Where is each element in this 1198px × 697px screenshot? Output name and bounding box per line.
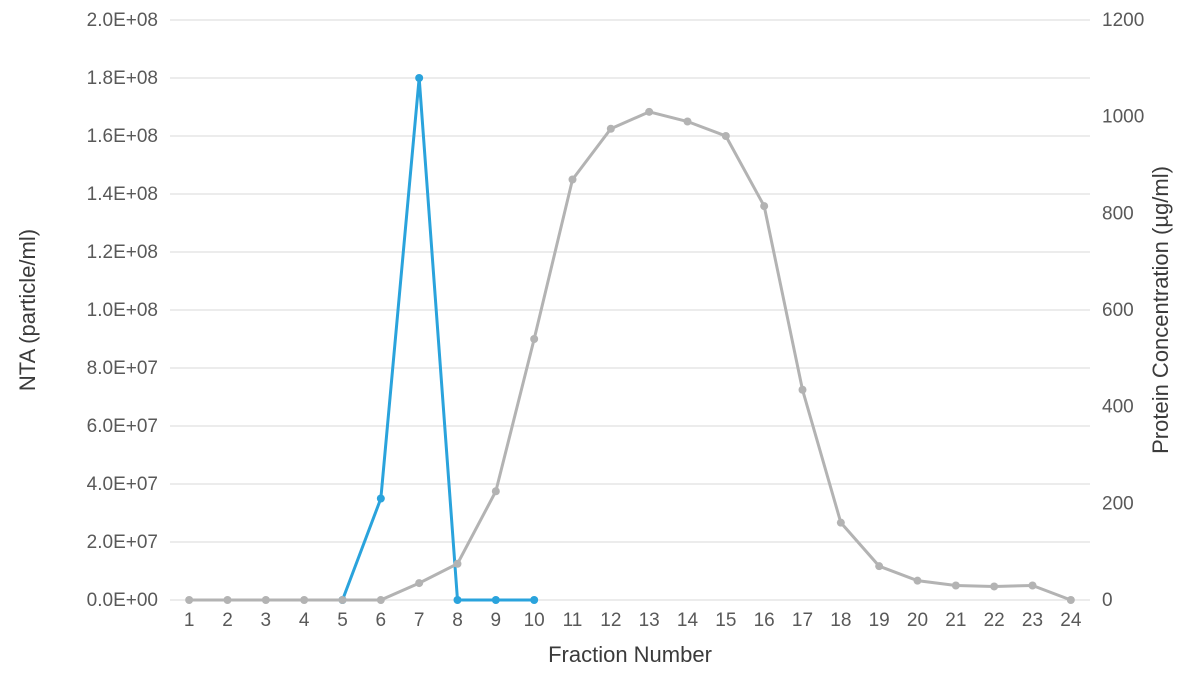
series-protein-marker [377,596,385,604]
series-nta-marker [492,596,500,604]
series-protein-marker [837,519,845,527]
x-tick-label: 3 [261,610,272,631]
chart-svg: 0.0E+00 2.0E+07 4.0E+07 6.0E+07 8.0E+07 1.0E+… [0,0,1198,697]
series-protein-marker [454,560,462,568]
x-tick-label: 13 [639,610,660,631]
x-tick-label: 9 [491,610,502,631]
y-left-tick-label: 8.0E+07 [87,358,158,379]
series-protein-marker [1029,582,1037,590]
x-tick-label: 1 [184,610,195,631]
series-protein-marker [530,335,538,343]
series-protein-marker [185,596,193,604]
series-protein-marker [492,487,500,495]
y-right-tick-label: 1000 [1102,107,1144,128]
x-tick-label: 10 [524,610,545,631]
x-tick-label: 8 [452,610,463,631]
x-tick-label: 11 [563,610,583,631]
x-tick-label: 14 [677,610,699,631]
series-nta-marker [415,74,423,82]
series-protein-marker [684,118,692,126]
x-tick-label: 12 [600,610,621,631]
series-nta-marker [530,596,538,604]
x-tick-label: 20 [907,610,928,631]
y-left-tick-label: 1.8E+08 [87,68,158,89]
y-left-axis-label: NTA (particle/ml) [15,229,40,391]
y-left-tick-label: 1.6E+08 [87,126,158,147]
series-protein-marker [722,132,730,140]
y-right-tick-label: 800 [1102,203,1134,224]
y-right-tick-label: 600 [1102,300,1134,321]
y-right-tick-label: 0 [1102,590,1113,611]
y-left-tick-label: 2.0E+07 [87,532,158,553]
series-protein-marker [645,108,653,116]
series-protein-marker [224,596,232,604]
x-tick-label: 6 [376,610,387,631]
x-tick-label: 15 [715,610,736,631]
series-protein-marker [569,176,577,184]
x-tick-label: 5 [337,610,348,631]
y-right-tick-label: 400 [1102,397,1134,418]
y-left-tick-label: 1.4E+08 [87,184,158,205]
series-protein-marker [799,386,807,394]
x-tick-label: 24 [1060,610,1082,631]
series-protein-marker [415,579,423,587]
series-protein-marker [875,562,883,570]
y-left-tick-label: 0.0E+00 [87,590,158,611]
series-protein-marker [990,582,998,590]
x-tick-label: 19 [869,610,890,631]
series-protein-marker [1067,596,1075,604]
series-protein-marker [300,596,308,604]
y-left-tick-label: 1.0E+08 [87,300,158,321]
series-protein-marker [262,596,270,604]
x-tick-label: 21 [945,610,966,631]
y-left-tick-label: 6.0E+07 [87,416,158,437]
y-left-tick-label: 1.2E+08 [87,242,158,263]
y-right-tick-label: 200 [1102,493,1134,514]
y-right-tick-label: 1200 [1102,10,1144,31]
x-tick-label: 18 [830,610,851,631]
x-tick-label: 17 [792,610,813,631]
dual-axis-line-chart: 0.0E+00 2.0E+07 4.0E+07 6.0E+07 8.0E+07 1.0E+… [0,0,1198,697]
series-protein-marker [952,582,960,590]
x-tick-label: 23 [1022,610,1043,631]
x-tick-label: 4 [299,610,310,631]
x-axis-label: Fraction Number [548,642,712,667]
y-right-axis-label: Protein Concentration (µg/ml) [1148,166,1173,454]
series-nta-marker [377,495,385,503]
x-tick-label: 7 [414,610,425,631]
x-tick-label: 16 [754,610,775,631]
series-protein-marker [339,596,347,604]
y-left-tick-label: 2.0E+08 [87,10,158,31]
x-tick-label: 2 [222,610,233,631]
series-protein-marker [607,125,615,133]
series-protein-marker [760,202,768,210]
series-nta-marker [454,596,462,604]
y-left-tick-label: 4.0E+07 [87,474,158,495]
x-tick-label: 22 [984,610,1005,631]
series-protein-marker [914,577,922,585]
